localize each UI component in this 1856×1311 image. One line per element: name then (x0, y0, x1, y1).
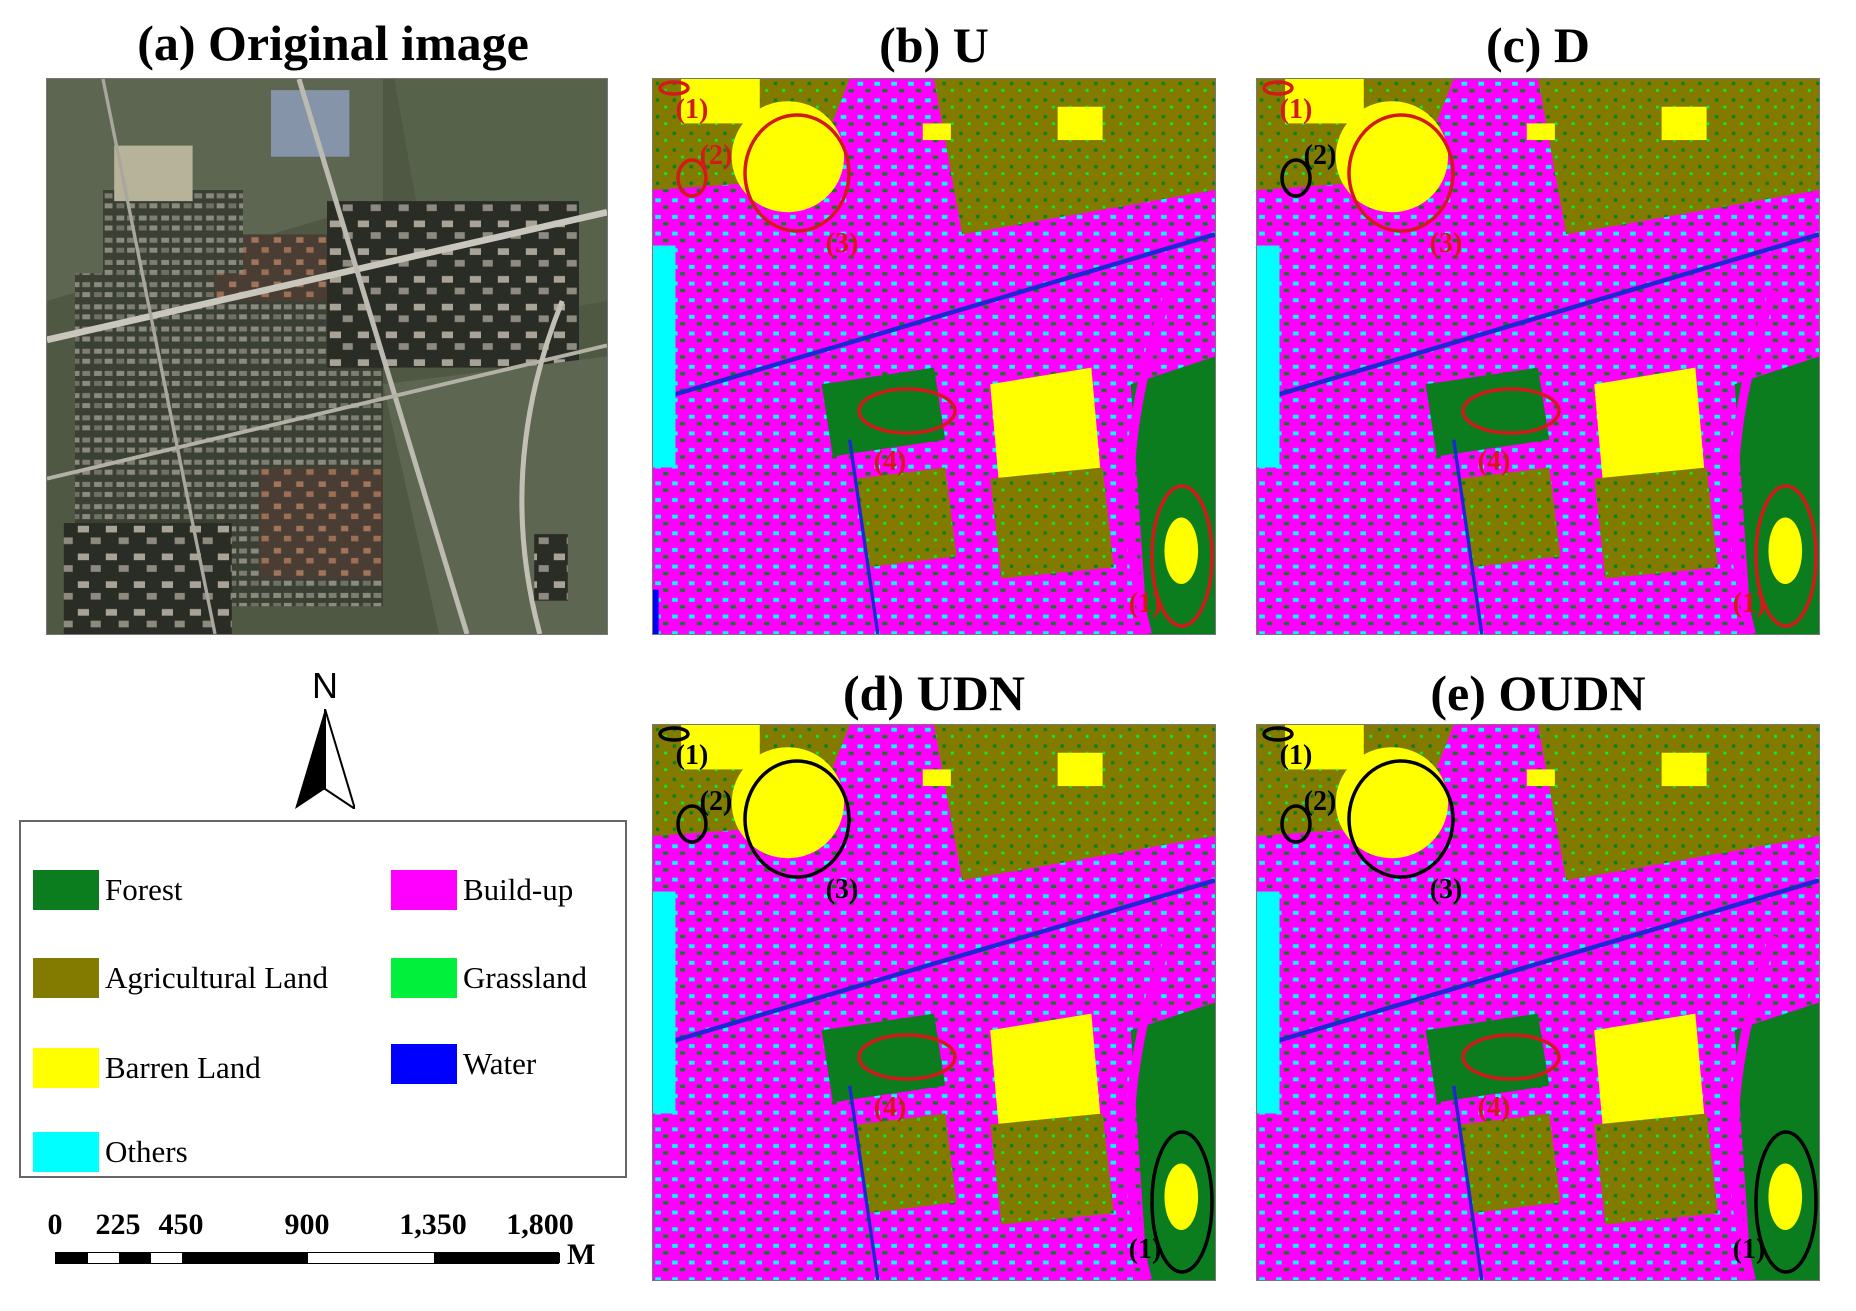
legend-item-grassland: Grassland (391, 958, 587, 998)
north-label: N (312, 665, 338, 706)
panel-e-title: (e) OUDN (1430, 665, 1646, 721)
panel-a-title: (a) Original image (137, 15, 529, 71)
north-arrow-icon (295, 709, 355, 809)
legend-swatch (33, 958, 99, 998)
legend-item-agricultural-land: Agricultural Land (33, 958, 328, 998)
legend-item-build-up: Build-up (391, 870, 573, 910)
scale-label-450: 450 (158, 1208, 204, 1241)
legend: Forest Build-up Agricultural Land Grassl… (19, 820, 627, 1178)
legend-label: Agricultural Land (105, 960, 328, 995)
scale-label-900: 900 (284, 1208, 330, 1241)
scale-unit: M (567, 1238, 596, 1271)
scale-label-225: 225 (95, 1208, 141, 1241)
legend-item-others: Others (33, 1132, 188, 1172)
scale-label-1350: 1,350 (399, 1208, 467, 1241)
legend-swatch (391, 1044, 457, 1084)
scale-bar-graphic (55, 1252, 560, 1264)
legend-label: Water (463, 1046, 537, 1081)
legend-swatch (33, 1048, 99, 1088)
classification-map-udn (652, 724, 1216, 1281)
legend-label: Build-up (463, 872, 574, 907)
classification-map-oudn (1256, 724, 1820, 1281)
legend-label: Forest (105, 872, 183, 907)
legend-item-water: Water (391, 1044, 536, 1084)
legend-label: Grassland (463, 960, 587, 995)
panel-b-title: (b) U (879, 17, 989, 73)
legend-label: Barren Land (105, 1050, 261, 1085)
legend-item-forest: Forest (33, 870, 183, 910)
legend-swatch (33, 1132, 99, 1172)
scale-label-1800: 1,800 (506, 1208, 574, 1241)
panel-c-title: (c) D (1485, 17, 1591, 73)
satellite-image (46, 78, 608, 635)
scale-label-0: 0 (47, 1208, 63, 1241)
panel-d-title: (d) UDN (843, 665, 1025, 721)
legend-swatch (33, 870, 99, 910)
classification-map-d (1256, 78, 1820, 635)
legend-label: Others (105, 1134, 188, 1169)
legend-item-barren-land: Barren Land (33, 1048, 261, 1088)
legend-swatch (391, 870, 457, 910)
north-arrow: N (285, 665, 365, 815)
legend-swatch (391, 958, 457, 998)
classification-map-u (652, 78, 1216, 635)
